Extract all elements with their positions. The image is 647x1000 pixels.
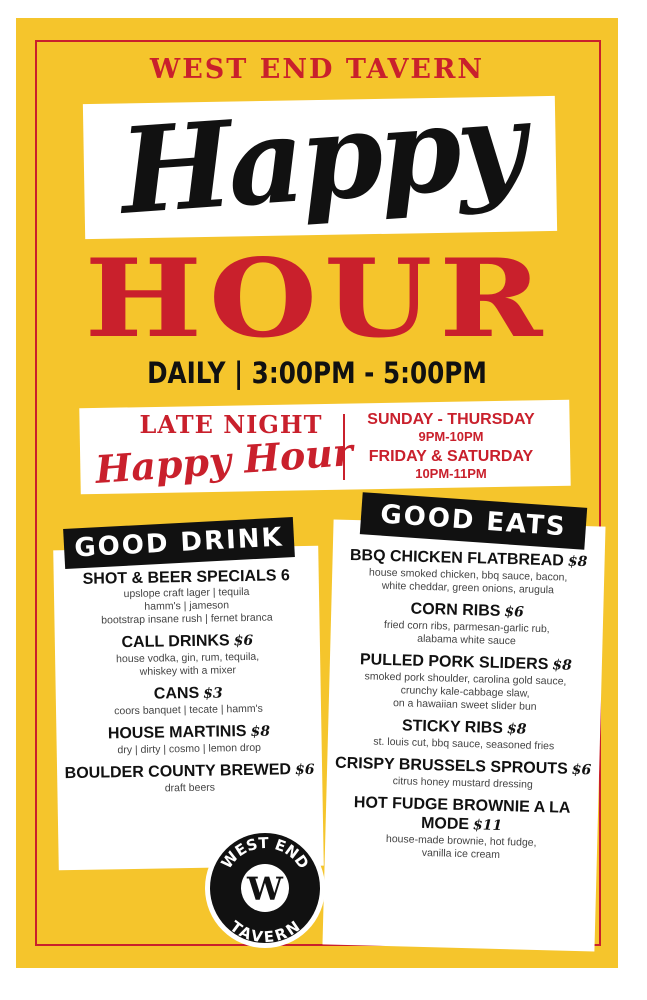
- eats-card: BBQ CHICKEN FLATBREAD $8 house smoked chic…: [322, 519, 606, 952]
- schedule-hours: 10PM-11PM: [415, 466, 487, 481]
- item-price: $3: [203, 685, 223, 702]
- menu-item: HOT FUDGE BROWNIE A LA MODE $11 house-made…: [325, 792, 599, 864]
- poster: WEST END TAVERN Happy HOUR DAILY | 3:00P…: [16, 18, 618, 968]
- item-name-text: HOT FUDGE BROWNIE A LA MODE: [353, 794, 571, 834]
- item-price: $6: [233, 632, 254, 650]
- item-name-text: STICKY RIBS: [401, 717, 504, 738]
- item-name-text: CALL DRINKS: [121, 632, 230, 652]
- item-name-text: CRISPY BRUSSELS SPROUTS: [334, 754, 568, 778]
- menu-item: CANS $3 coors banquet | tecate | hamm's: [56, 682, 322, 720]
- schedule-weekend: FRIDAY & SATURDAY 10PM-11PM: [351, 448, 551, 481]
- red-border-frame: [35, 40, 601, 946]
- item-price: $6: [504, 604, 525, 621]
- divider: [343, 414, 345, 480]
- item-price: $11: [472, 817, 503, 835]
- item-price: $8: [552, 657, 573, 674]
- logo-letter: W: [246, 870, 284, 908]
- item-name-text: CANS: [153, 684, 200, 703]
- brand-name: WEST END TAVERN: [149, 54, 485, 85]
- menu-item: CALL DRINKS $6 house vodka, gin, rum, tequ…: [55, 630, 321, 681]
- menu-item: PULLED PORK SLIDERS $8 smoked pork shoulde…: [329, 649, 602, 715]
- drinks-card: SHOT & BEER SPECIALS 6 upslope craft lage…: [53, 545, 324, 871]
- item-price: $6: [294, 761, 315, 779]
- schedule-weekday: SUNDAY - THURSDAY 9PM-10PM: [351, 411, 551, 444]
- daily-hours: DAILY | 3:00PM - 5:00PM: [147, 356, 487, 390]
- menu-item: CRISPY BRUSSELS SPROUTS $6 citrus honey mu…: [327, 753, 600, 793]
- menu-item: BBQ CHICKEN FLATBREAD $8 house smoked chic…: [332, 546, 605, 599]
- item-price: $8: [506, 721, 527, 738]
- late-night-label: LATE NIGHT: [139, 410, 323, 439]
- schedule-days: SUNDAY - THURSDAY: [367, 411, 535, 428]
- schedule-days: FRIDAY & SATURDAY: [368, 448, 534, 465]
- item-price: $6: [571, 761, 592, 779]
- item-name-text: SHOT & BEER SPECIALS 6: [82, 567, 290, 588]
- item-price: $8: [250, 723, 271, 740]
- item-price: $8: [567, 553, 588, 571]
- title-block: HOUR: [84, 236, 550, 362]
- item-name-text: PULLED PORK SLIDERS: [359, 651, 549, 674]
- schedule-hours: 9PM-10PM: [418, 429, 484, 444]
- menu-item: STICKY RIBS $8 st. louis cut, bbq sauce, s…: [328, 714, 601, 754]
- item-name-text: BOULDER COUNTY BREWED: [64, 761, 292, 783]
- menu-item: SHOT & BEER SPECIALS 6 upslope craft lage…: [54, 566, 320, 629]
- menu-item: BOULDER COUNTY BREWED $6 draft beers: [57, 760, 323, 798]
- item-name-text: CORN RIBS: [410, 600, 501, 620]
- item-name-text: HOUSE MARTINIS: [107, 722, 247, 743]
- menu-item: HOUSE MARTINIS $8 dry | dirty | cosmo | le…: [56, 721, 322, 759]
- menu-item: CORN RIBS $6 fried corn ribs, parmesan-gar…: [330, 597, 603, 650]
- tavern-logo: WEST END TAVERN W: [205, 828, 325, 948]
